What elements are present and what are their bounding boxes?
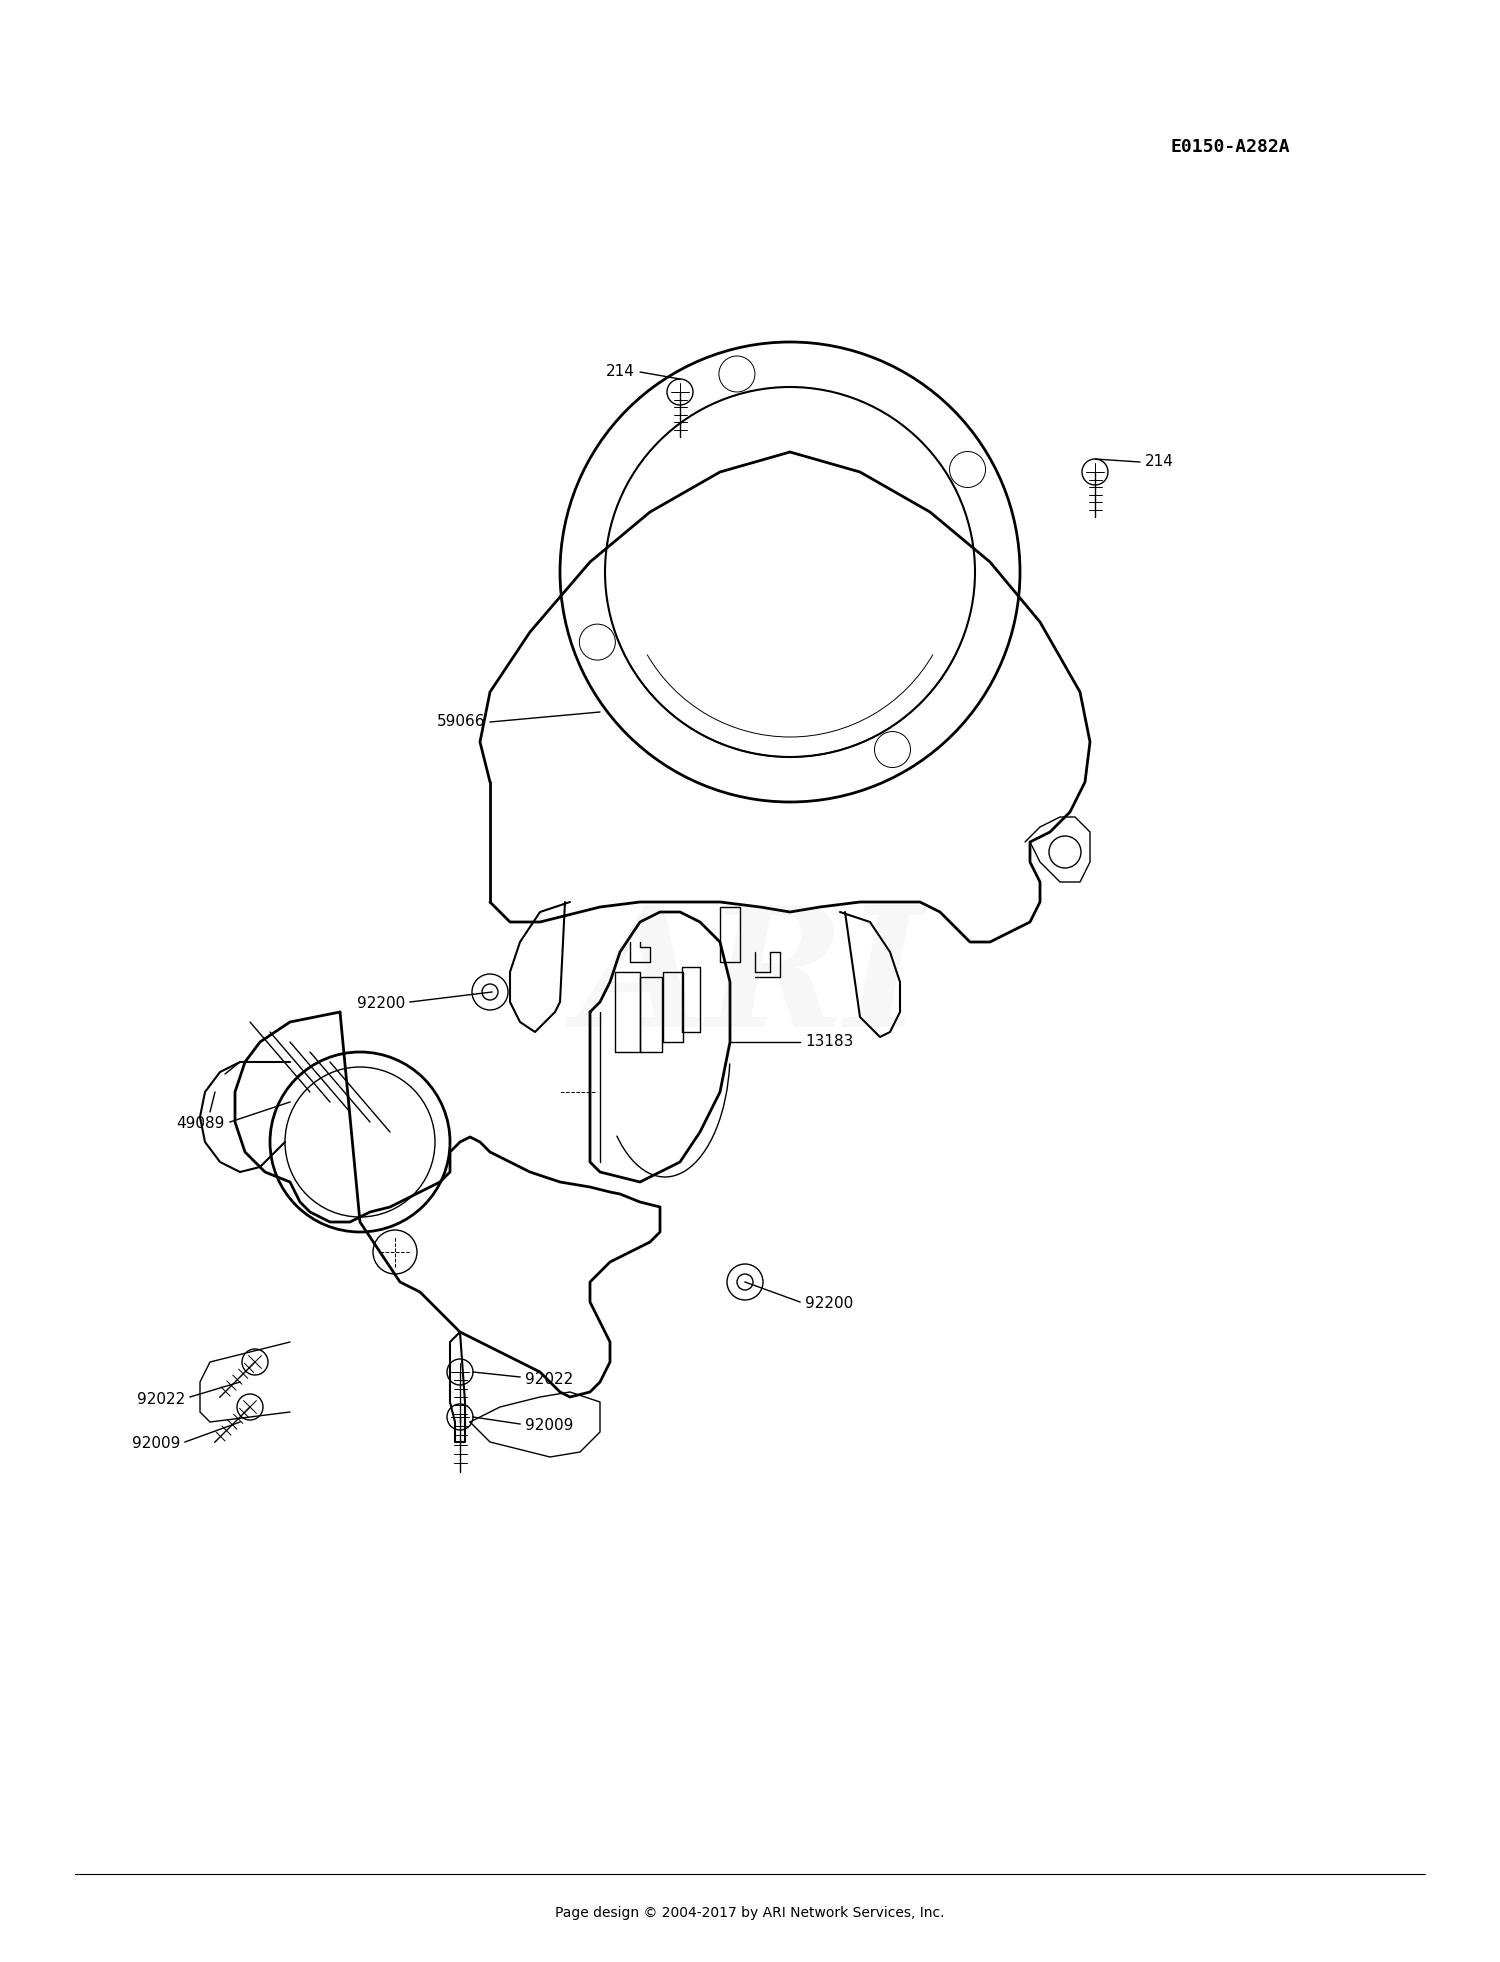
Text: E0150-A282A: E0150-A282A [1170,137,1290,157]
Text: 92200: 92200 [357,997,405,1012]
Circle shape [736,1273,753,1289]
Circle shape [237,1393,262,1420]
Text: 214: 214 [1144,455,1174,469]
Circle shape [668,379,693,404]
Circle shape [1048,836,1082,867]
Text: 49089: 49089 [177,1116,225,1132]
Text: 92009: 92009 [525,1419,573,1434]
Circle shape [950,451,986,487]
Circle shape [728,1264,764,1301]
Circle shape [1082,459,1108,485]
Text: 59066: 59066 [436,714,484,730]
Text: 92009: 92009 [132,1436,180,1452]
Circle shape [472,973,508,1010]
Circle shape [579,624,615,659]
Circle shape [718,355,754,392]
Text: Page design © 2004-2017 by ARI Network Services, Inc.: Page design © 2004-2017 by ARI Network S… [555,1905,945,1921]
Circle shape [447,1360,472,1385]
Circle shape [482,985,498,1001]
Text: 92022: 92022 [136,1391,184,1407]
Text: 92022: 92022 [525,1371,573,1387]
Circle shape [447,1405,472,1430]
Text: ARI: ARI [578,901,922,1061]
Text: 13183: 13183 [806,1034,853,1050]
Circle shape [242,1350,268,1375]
Circle shape [874,732,910,767]
Text: 92200: 92200 [806,1297,853,1311]
Text: 214: 214 [606,365,634,379]
